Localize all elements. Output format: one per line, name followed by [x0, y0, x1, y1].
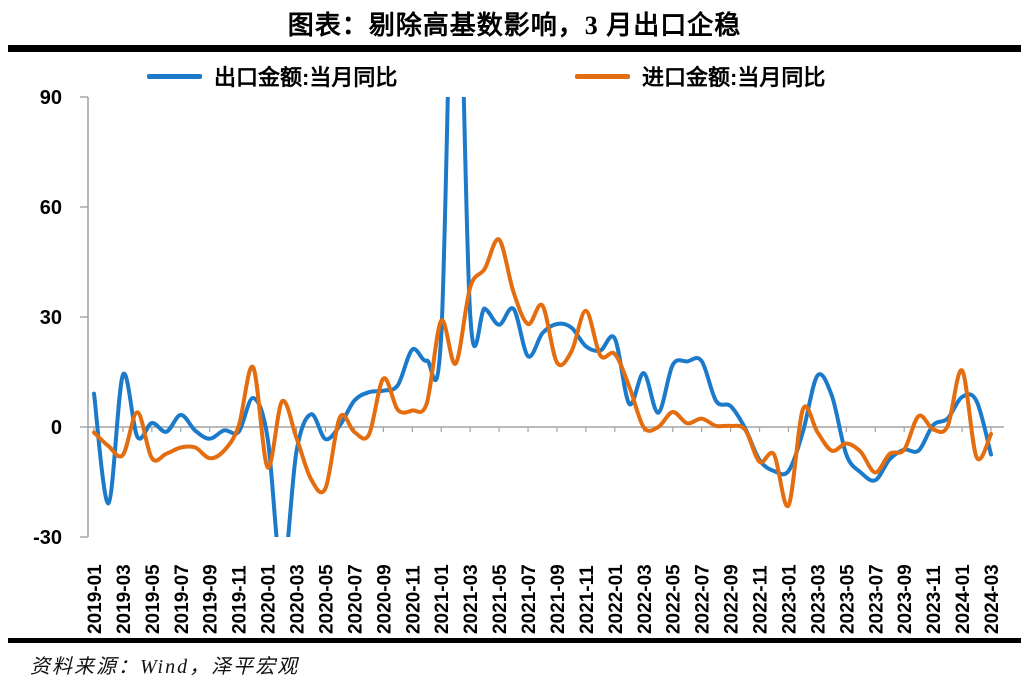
legend-item-imports: 进口金额:当月同比	[575, 62, 825, 90]
footer-divider	[8, 638, 1021, 643]
x-axis-label: 2023-11	[924, 565, 945, 634]
x-axis-label: 2021-07	[519, 564, 540, 634]
x-axis-label: 2021-03	[461, 564, 482, 634]
x-axis-label: 2020-11	[403, 565, 424, 634]
source-note: 资料来源：Wind，泽平宏观	[30, 656, 300, 678]
import-series-label: 进口金额:当月同比	[642, 65, 826, 90]
x-axis-label: 2020-03	[288, 564, 309, 634]
y-axis-label: 90	[40, 87, 62, 109]
series-group	[92, 97, 993, 537]
x-axis-label: 2020-01	[259, 564, 280, 634]
export-series-swatch	[147, 73, 202, 79]
import-series-line	[92, 237, 993, 508]
y-axis-label: 0	[51, 417, 62, 439]
x-axis-label: 2021-05	[490, 564, 511, 634]
x-axis-label: 2021-11	[577, 565, 598, 634]
x-axis-label: 2023-01	[779, 564, 800, 634]
x-axis-label: 2019-11	[230, 565, 251, 634]
import-series-swatch	[575, 73, 630, 79]
legend-item-exports: 出口金额:当月同比	[147, 62, 397, 90]
y-axis-label: -30	[33, 527, 62, 549]
title-divider	[8, 45, 1021, 52]
x-axis-label: 2023-05	[837, 564, 858, 634]
x-axis-label: 2024-03	[982, 564, 1003, 634]
x-axis-label: 2022-11	[751, 565, 772, 634]
x-axis-label: 2022-01	[606, 564, 627, 634]
x-axis-label: 2023-07	[866, 564, 887, 634]
y-axis-label: 30	[40, 307, 62, 329]
chart-title: 图表：剔除高基数影响，3 月出口企稳	[287, 11, 742, 40]
x-axis-label: 2019-05	[143, 564, 164, 634]
x-axis-label: 2023-03	[808, 564, 829, 634]
x-axis-label: 2024-01	[953, 564, 974, 634]
x-axis-label: 2022-05	[664, 564, 685, 634]
x-axis-label: 2020-07	[345, 564, 366, 634]
export-series-label: 出口金额:当月同比	[214, 65, 398, 90]
x-axis-label: 2021-01	[432, 564, 453, 634]
x-axis-label: 2022-07	[693, 564, 714, 634]
x-axis-label: 2020-09	[374, 564, 395, 634]
x-axis-label: 2023-09	[895, 564, 916, 634]
export-series-line	[92, 97, 993, 537]
x-axis-label: 2022-09	[722, 564, 743, 634]
x-axis-label: 2019-01	[85, 564, 106, 634]
y-axis-label: 60	[40, 197, 62, 219]
x-axis-label: 2019-03	[114, 564, 135, 634]
x-axis-label: 2022-03	[635, 564, 656, 634]
x-axis-label: 2021-09	[548, 564, 569, 634]
x-axis-label: 2020-05	[316, 564, 337, 634]
x-axis-label: 2019-09	[201, 564, 222, 634]
x-axis-label: 2019-07	[172, 564, 193, 634]
